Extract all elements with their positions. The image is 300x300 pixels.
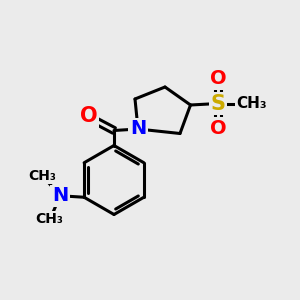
Text: N: N (130, 119, 146, 139)
Text: CH₃: CH₃ (28, 169, 56, 183)
Text: S: S (211, 94, 226, 113)
Text: CH₃: CH₃ (36, 212, 64, 226)
Text: CH₃: CH₃ (236, 96, 266, 111)
Text: O: O (210, 69, 226, 88)
Text: O: O (210, 119, 226, 138)
Text: N: N (52, 186, 68, 205)
Text: O: O (80, 106, 98, 126)
